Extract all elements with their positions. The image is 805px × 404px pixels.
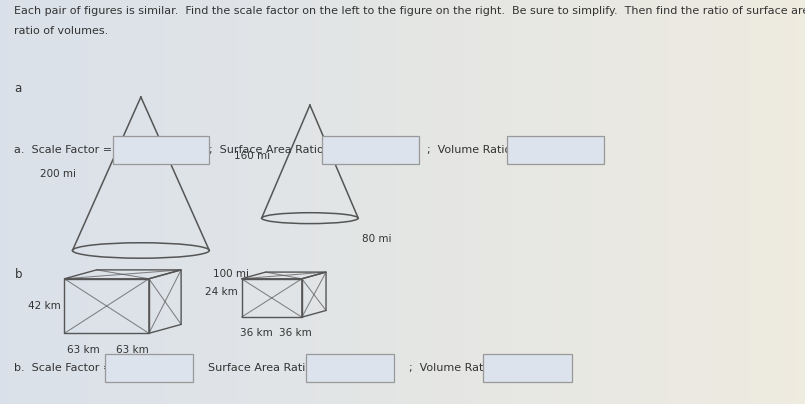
Text: Each pair of figures is similar.  Find the scale factor on the left to the figur: Each pair of figures is similar. Find th…: [14, 6, 805, 16]
Text: 80 mi: 80 mi: [362, 234, 392, 244]
FancyBboxPatch shape: [113, 136, 209, 164]
Text: 36 km: 36 km: [240, 328, 273, 339]
Text: ;  Surface Area Ratio =: ; Surface Area Ratio =: [209, 145, 337, 155]
Text: a.  Scale Factor =: a. Scale Factor =: [14, 145, 113, 155]
FancyBboxPatch shape: [306, 354, 394, 382]
Text: a: a: [14, 82, 22, 95]
Text: 36 km: 36 km: [279, 328, 312, 339]
Text: 160 mi: 160 mi: [233, 151, 270, 161]
Text: b: b: [14, 268, 22, 281]
FancyBboxPatch shape: [483, 354, 572, 382]
Text: b.  Scale Factor =: b. Scale Factor =: [14, 363, 113, 373]
Text: Surface Area Ratio =: Surface Area Ratio =: [201, 363, 325, 373]
Text: 200 mi: 200 mi: [40, 169, 76, 179]
Text: ratio of volumes.: ratio of volumes.: [14, 26, 109, 36]
Text: 63 km: 63 km: [116, 345, 148, 356]
Text: 100 mi: 100 mi: [213, 269, 250, 279]
Text: 42 km: 42 km: [27, 301, 60, 311]
FancyBboxPatch shape: [105, 354, 193, 382]
FancyBboxPatch shape: [507, 136, 604, 164]
Text: ;  Volume Ratio =: ; Volume Ratio =: [409, 363, 506, 373]
FancyBboxPatch shape: [322, 136, 419, 164]
Text: 63 km: 63 km: [67, 345, 99, 356]
Text: ;  Volume Ratio =: ; Volume Ratio =: [427, 145, 524, 155]
Text: 24 km: 24 km: [204, 287, 237, 297]
